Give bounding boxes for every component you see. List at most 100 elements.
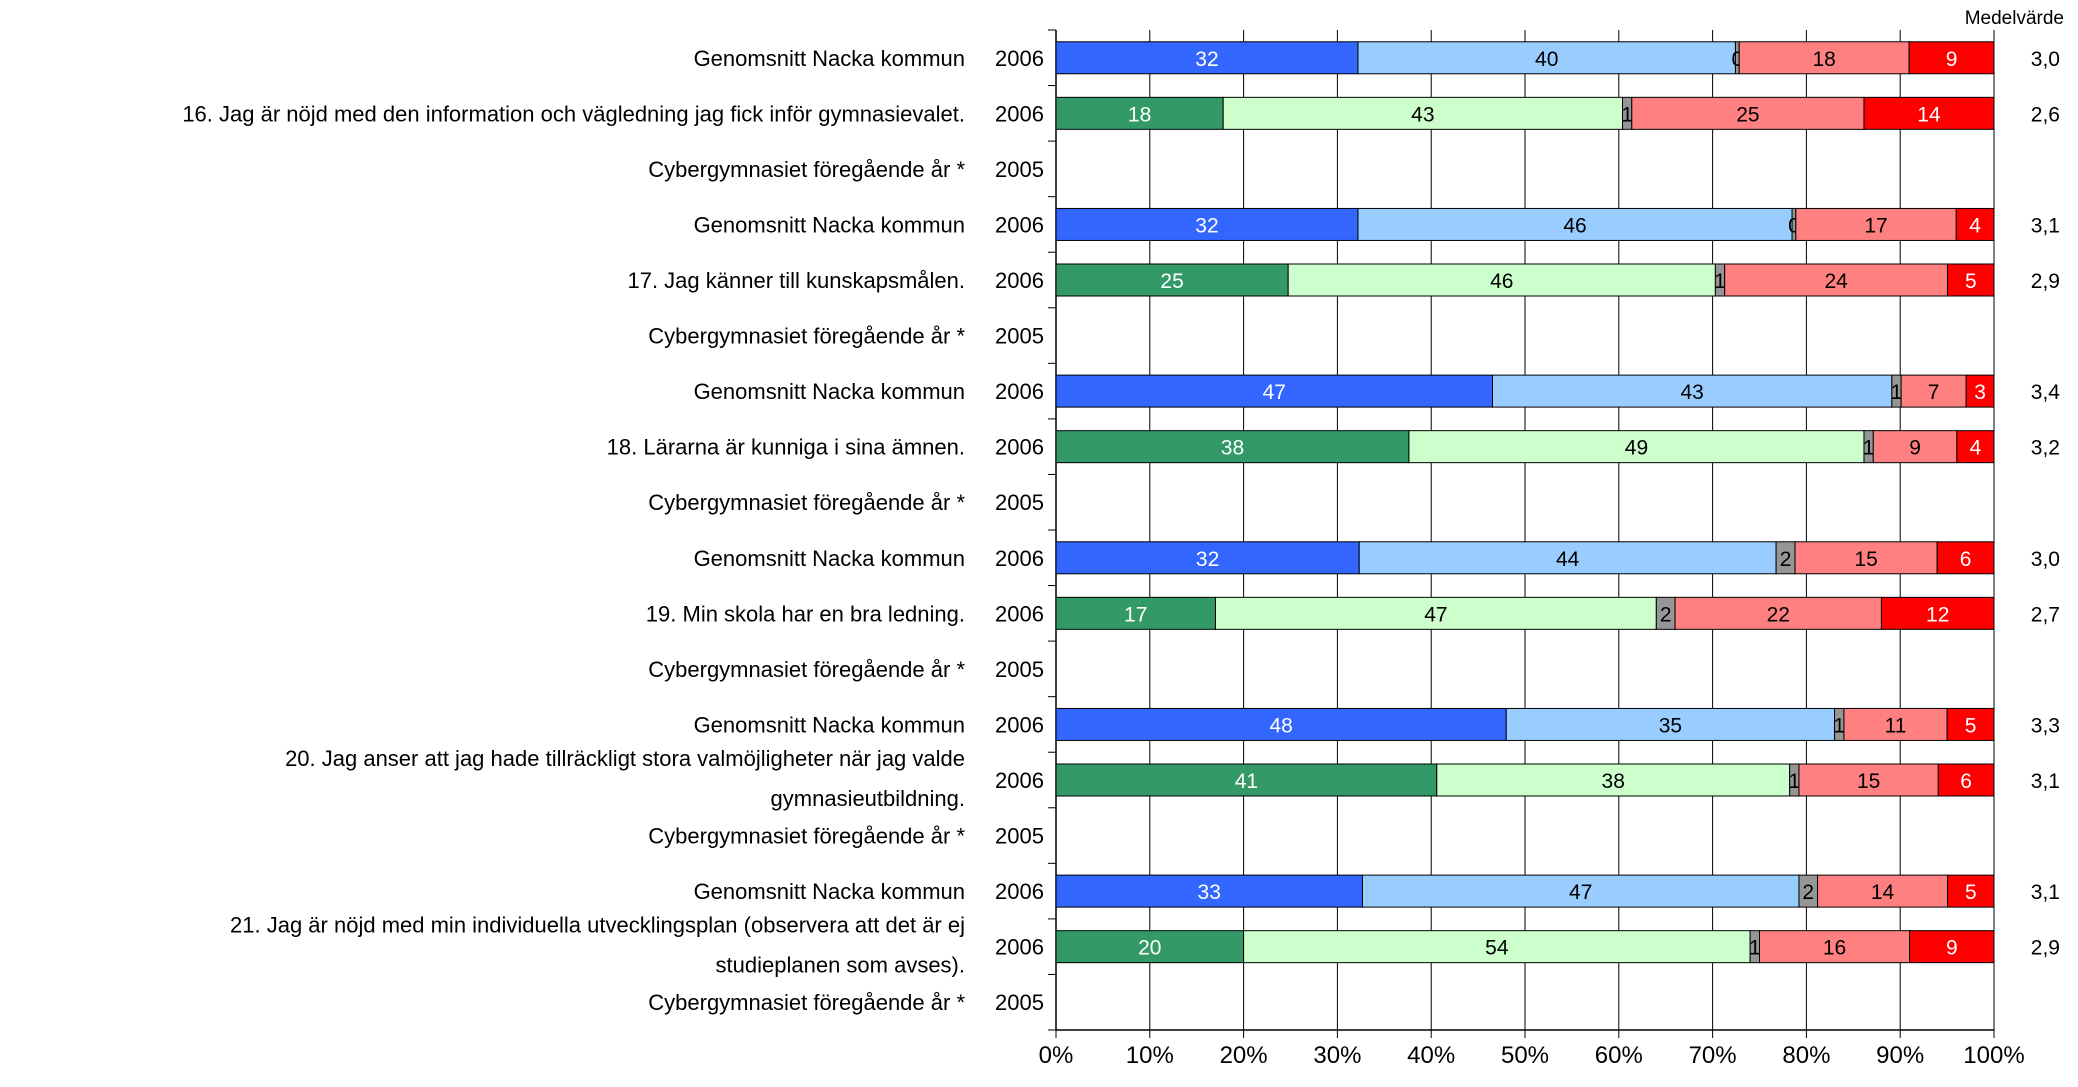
bar-segment bbox=[1631, 96, 1865, 130]
row-year-label: 2005 bbox=[995, 657, 1044, 682]
bar-segment bbox=[1674, 596, 1882, 630]
row-year-label: 2005 bbox=[995, 324, 1044, 349]
bar-data-label: 5 bbox=[1965, 714, 1977, 737]
x-tick-label: 70% bbox=[1689, 1042, 1737, 1069]
bar-data-label: 1 bbox=[1621, 103, 1633, 126]
row-year-label: 2006 bbox=[995, 46, 1044, 71]
mean-value: 2,9 bbox=[2031, 270, 2060, 293]
row-year-label: 2006 bbox=[995, 435, 1044, 460]
bar-data-label: 2 bbox=[1780, 548, 1792, 571]
x-tick-label: 80% bbox=[1782, 1042, 1830, 1069]
row-year-label: 2005 bbox=[995, 824, 1044, 849]
bar-segment bbox=[1055, 707, 1507, 741]
mean-value: 2,7 bbox=[2031, 603, 2060, 626]
row-year-label: 2006 bbox=[995, 268, 1044, 293]
bar-segment bbox=[1055, 596, 1216, 630]
bar-segment bbox=[1900, 374, 1967, 408]
bar-data-label: 9 bbox=[1946, 937, 1958, 960]
bar-data-label: 47 bbox=[1424, 603, 1447, 626]
bar-segment bbox=[1872, 430, 1958, 464]
row-name-label: Cybergymnasiet föregående år * bbox=[648, 157, 965, 182]
bar-data-label: 49 bbox=[1625, 437, 1648, 460]
x-tick-label: 10% bbox=[1126, 1042, 1174, 1069]
bar-data-label: 43 bbox=[1411, 103, 1434, 126]
question-label-line: studieplanen som avses). bbox=[716, 953, 965, 978]
row-name-label: Cybergymnasiet föregående år * bbox=[648, 824, 965, 849]
bar-data-label: 1 bbox=[1749, 937, 1761, 960]
mean-value: 3,1 bbox=[2031, 881, 2060, 904]
question-label-line: 20. Jag anser att jag hade tillräckligt … bbox=[285, 746, 965, 771]
x-tick-label: 40% bbox=[1407, 1042, 1455, 1069]
bar-segment bbox=[1055, 763, 1438, 797]
bar-segment bbox=[1947, 874, 1995, 908]
bar-data-label: 32 bbox=[1196, 548, 1219, 571]
bar-segment bbox=[1505, 707, 1836, 741]
bar-segment bbox=[1222, 96, 1624, 130]
bar-segment bbox=[1491, 374, 1893, 408]
row-name-label: Cybergymnasiet föregående år * bbox=[648, 657, 965, 682]
bar-segment bbox=[1055, 41, 1359, 75]
mean-value: 3,1 bbox=[2031, 214, 2060, 237]
bar-segment bbox=[1055, 430, 1410, 464]
x-tick-label: 60% bbox=[1595, 1042, 1643, 1069]
bar-segment bbox=[1361, 874, 1800, 908]
bar-data-label: 0 bbox=[1731, 48, 1743, 71]
bar-data-label: 1 bbox=[1891, 381, 1903, 404]
bar-segment bbox=[1055, 263, 1289, 297]
mean-value: 3,4 bbox=[2031, 381, 2061, 404]
bar-data-label: 5 bbox=[1965, 881, 1977, 904]
mean-value: 3,0 bbox=[2031, 48, 2060, 71]
bar-data-label: 6 bbox=[1960, 770, 1972, 793]
bar-data-label: 47 bbox=[1263, 381, 1286, 404]
bar-data-label: 1 bbox=[1788, 770, 1800, 793]
bar-data-label: 48 bbox=[1269, 714, 1292, 737]
bar-data-label: 4 bbox=[1970, 437, 1982, 460]
bar-data-label: 46 bbox=[1563, 214, 1586, 237]
bar-segment bbox=[1436, 763, 1791, 797]
row-name-label: Genomsnitt Nacka kommun bbox=[694, 712, 965, 737]
row-name-label: Cybergymnasiet föregående år * bbox=[648, 324, 965, 349]
row-name-label: Cybergymnasiet föregående år * bbox=[648, 990, 965, 1015]
bar-data-label: 43 bbox=[1680, 381, 1703, 404]
bar-segment bbox=[1798, 763, 1939, 797]
bar-data-label: 47 bbox=[1569, 881, 1592, 904]
bar-data-label: 46 bbox=[1490, 270, 1513, 293]
bar-data-label: 41 bbox=[1235, 770, 1258, 793]
bar-segment bbox=[1055, 96, 1224, 130]
bar-segment bbox=[1795, 207, 1957, 241]
question-label-line: 21. Jag är nöjd med min individuella utv… bbox=[230, 913, 965, 938]
bar-data-label: 54 bbox=[1485, 937, 1509, 960]
bar-data-label: 18 bbox=[1128, 103, 1151, 126]
row-year-label: 2006 bbox=[995, 546, 1044, 571]
bar-data-label: 14 bbox=[1917, 103, 1941, 126]
bar-segment bbox=[1946, 707, 1995, 741]
bar-data-label: 38 bbox=[1221, 437, 1244, 460]
bar-data-label: 17 bbox=[1864, 214, 1887, 237]
row-name-label: Cybergymnasiet föregående år * bbox=[648, 490, 965, 515]
x-axis: 0% 10% 20% 30% 40% 50% 60% 70% 80% 90% 100% bbox=[1039, 1030, 2025, 1069]
bar-data-label: 20 bbox=[1138, 937, 1161, 960]
row-name-label: Genomsnitt Nacka kommun bbox=[694, 546, 965, 571]
bar-data-label: 7 bbox=[1928, 381, 1940, 404]
bar-data-label: 12 bbox=[1926, 603, 1949, 626]
bar-data-label: 44 bbox=[1556, 548, 1580, 571]
bar-segment bbox=[1055, 930, 1245, 964]
bar-segment bbox=[1965, 374, 1995, 408]
question-label-line: gymnasieutbildning. bbox=[771, 786, 965, 811]
row-year-label: 2006 bbox=[995, 768, 1044, 793]
bar-data-label: 15 bbox=[1854, 548, 1877, 571]
bar-segment bbox=[1908, 41, 1995, 75]
bar-data-label: 32 bbox=[1195, 48, 1218, 71]
question-label: 18. Lärarna är kunniga i sina ämnen. bbox=[607, 435, 965, 460]
row-name-label: Genomsnitt Nacka kommun bbox=[694, 879, 965, 904]
bar-data-label: 14 bbox=[1871, 881, 1895, 904]
row-year-label: 2005 bbox=[995, 490, 1044, 515]
bar-data-label: 35 bbox=[1659, 714, 1682, 737]
bar-segment bbox=[1956, 430, 1995, 464]
row-year-label: 2006 bbox=[995, 601, 1044, 626]
bar-data-label: 17 bbox=[1124, 603, 1147, 626]
bar-segment bbox=[1759, 930, 1911, 964]
row-year-label: 2005 bbox=[995, 990, 1044, 1015]
